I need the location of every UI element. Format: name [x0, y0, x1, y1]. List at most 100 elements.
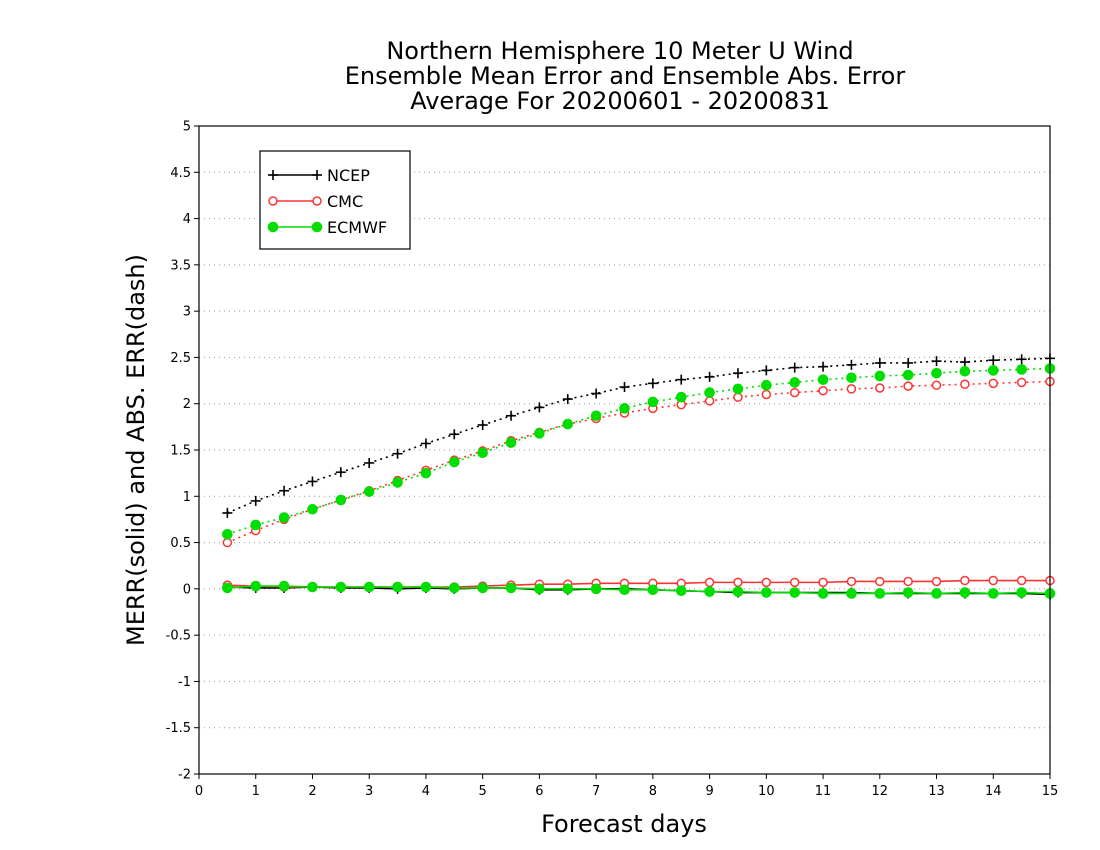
- legend-marker: [267, 221, 279, 233]
- legend-marker: [312, 170, 322, 180]
- legend-box: [259, 150, 411, 250]
- ecmwf-mean-error-point: [477, 582, 488, 594]
- ecmwf-abs-error-point: [307, 503, 318, 515]
- cmc-mean-error-point: [960, 575, 970, 586]
- ecmwf-mean-error-point: [392, 581, 403, 593]
- x-tick-label: 0: [195, 784, 203, 799]
- ncep-abs-error-point: [449, 429, 460, 440]
- ncep-abs-error-point: [988, 355, 999, 366]
- x-tick-label: 2: [308, 784, 316, 799]
- ecmwf-mean-error-point: [619, 584, 630, 596]
- x-axis-title: Forecast days: [541, 810, 707, 838]
- ecmwf-abs-error-point: [534, 428, 545, 439]
- series-ecmwf: [222, 363, 1056, 599]
- legend-label-ecmwf: ECMWF: [327, 218, 387, 237]
- y-axis: -2 -1.5 -1 -0.5 0 0.5 1 1.5 2 2.5 3 3.5 4 4.5 5: [166, 120, 199, 783]
- cmc-abs-error-line: [227, 380, 1051, 544]
- y-tick-label: 1: [183, 490, 191, 505]
- ecmwf-abs-error-point: [222, 528, 233, 540]
- ecmwf-abs-error-point: [704, 387, 715, 398]
- ecmwf-abs-error-point: [590, 410, 602, 422]
- ecmwf-mean-error-point: [420, 581, 432, 593]
- ecmwf-abs-error-point: [902, 369, 914, 381]
- ecmwf-mean-error-line: [227, 585, 1051, 595]
- ecmwf-mean-error-point: [562, 583, 574, 595]
- x-tick-label: 3: [365, 784, 373, 799]
- x-tick-label: 6: [535, 784, 543, 799]
- ecmwf-mean-error-point: [534, 583, 545, 595]
- x-axis: 0 1 2 3 4 5 6 7 8 9 10 11 12 13 14 15: [195, 774, 1058, 799]
- cmc-abs-error-point: [789, 387, 800, 398]
- ecmwf-abs-error-point: [761, 379, 772, 391]
- x-tick-label: 5: [479, 784, 487, 799]
- ecmwf-abs-error-point: [477, 447, 488, 459]
- ecmwf-abs-error-point: [250, 519, 262, 531]
- legend-label-cmc: CMC: [327, 192, 363, 211]
- ecmwf-abs-error-point: [335, 494, 347, 506]
- y-tick-label: 0.5: [170, 536, 191, 551]
- ecmwf-mean-error-point: [704, 586, 715, 597]
- ecmwf-mean-error-point: [1016, 587, 1027, 598]
- chart-title: Northern Hemisphere 10 Meter U Wind Ense…: [345, 37, 906, 115]
- ecmwf-abs-error-point: [449, 456, 460, 468]
- legend-item-ncep: NCEP: [268, 166, 370, 185]
- ecmwf-abs-error-point: [420, 467, 432, 479]
- title-line-1: Northern Hemisphere 10 Meter U Wind: [386, 37, 853, 65]
- ecmwf-mean-error-point: [675, 585, 687, 597]
- cmc-mean-error-point: [761, 577, 772, 588]
- ecmwf-mean-error-point: [931, 588, 942, 599]
- cmc-abs-error-point: [903, 381, 913, 391]
- series-cmc: [222, 376, 1055, 592]
- ncep-abs-error-point: [874, 357, 885, 368]
- ecmwf-mean-error-point: [732, 586, 744, 597]
- ncep-abs-error-point: [477, 420, 488, 431]
- ncep-abs-error-point: [591, 388, 602, 399]
- cmc-abs-error-point: [733, 392, 743, 402]
- cmc-abs-error-point: [761, 389, 772, 400]
- ecmwf-mean-error-point: [647, 584, 659, 596]
- ecmwf-abs-error-point: [505, 437, 517, 448]
- ecmwf-mean-error-point: [250, 580, 262, 592]
- ecmwf-mean-error-point: [789, 587, 801, 598]
- ecmwf-mean-error-point: [590, 583, 602, 595]
- cmc-abs-error-point: [846, 384, 857, 394]
- ncep-abs-error-point: [761, 365, 772, 376]
- plot-series: [222, 353, 1056, 600]
- ecmwf-mean-error-point: [363, 581, 375, 593]
- ncep-abs-error-point: [364, 457, 375, 468]
- ecmwf-abs-error-point: [1016, 364, 1027, 375]
- ecmwf-mean-error-point: [505, 582, 517, 594]
- ncep-abs-error-point: [250, 495, 261, 506]
- y-tick-label: 3: [183, 305, 191, 320]
- ncep-abs-error-point: [818, 361, 829, 372]
- y-tick-label: 1.5: [170, 444, 191, 459]
- ncep-abs-error-point: [846, 359, 857, 370]
- ecmwf-abs-error-point: [846, 372, 857, 384]
- y-tick-label: 4: [183, 212, 191, 227]
- y-tick-label: 5: [183, 120, 191, 135]
- y-tick-label: 2: [183, 397, 191, 412]
- y-tick-label: -1: [178, 675, 191, 690]
- ncep-abs-error-point: [562, 394, 573, 405]
- ncep-abs-error-point: [732, 368, 743, 379]
- ecmwf-abs-error-point: [817, 374, 829, 385]
- x-tick-label: 4: [422, 784, 430, 799]
- cmc-abs-error-point: [931, 380, 942, 390]
- legend-item-ecmwf: ECMWF: [267, 218, 387, 237]
- x-tick-label: 11: [815, 784, 832, 799]
- legend-marker: [312, 196, 322, 206]
- ncep-abs-error-point: [959, 357, 970, 368]
- ecmwf-abs-error-point: [278, 512, 290, 523]
- ecmwf-abs-error-line: [227, 367, 1051, 536]
- ecmwf-abs-error-point: [363, 486, 375, 497]
- ecmwf-abs-error-point: [987, 365, 999, 376]
- cmc-abs-error-point: [818, 386, 828, 396]
- ecmwf-abs-error-point: [647, 396, 659, 408]
- y-tick-label: 2.5: [170, 351, 191, 366]
- cmc-mean-error-point: [818, 577, 828, 588]
- ecmwf-mean-error-point: [278, 580, 290, 592]
- series-ncep: [222, 353, 1055, 600]
- ecmwf-mean-error-point: [902, 587, 914, 598]
- y-tick-label: 0: [183, 582, 191, 597]
